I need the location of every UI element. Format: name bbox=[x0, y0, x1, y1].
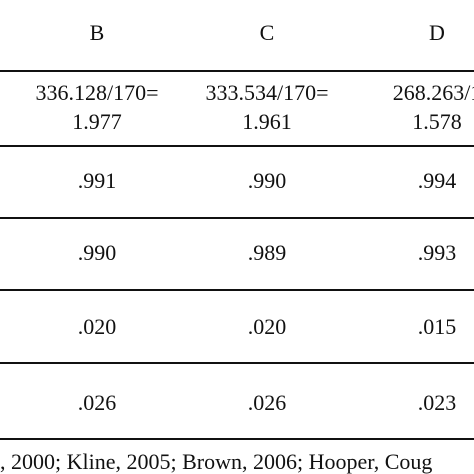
table-cell: .020 bbox=[77, 314, 117, 339]
table-cell: .993 bbox=[417, 240, 457, 265]
row-rule bbox=[0, 362, 474, 364]
table-cell-line: 1.578 bbox=[412, 109, 462, 134]
column-header: D bbox=[429, 20, 445, 45]
row-rule bbox=[0, 145, 474, 147]
table-cell: .023 bbox=[417, 390, 457, 415]
row-rule bbox=[0, 438, 474, 440]
table-cell-line: 1.977 bbox=[72, 109, 122, 134]
row-rule bbox=[0, 217, 474, 219]
table-cell: .990 bbox=[77, 240, 117, 265]
row-rule bbox=[0, 70, 474, 72]
footnote: , 2000; Kline, 2005; Brown, 2006; Hooper… bbox=[0, 449, 433, 474]
table-cell: .994 bbox=[417, 168, 457, 193]
row-rule bbox=[0, 289, 474, 291]
column-header: B bbox=[89, 20, 105, 45]
table-cell: .026 bbox=[77, 390, 117, 415]
table-cell: .991 bbox=[77, 168, 117, 193]
column-header: C bbox=[259, 20, 275, 45]
table-cell-line: 268.263/1 bbox=[392, 80, 474, 105]
table-cell: .026 bbox=[247, 390, 287, 415]
table-cell: .020 bbox=[247, 314, 287, 339]
table-cell-line: 1.961 bbox=[242, 109, 292, 134]
table-cell-line: 333.534/170= bbox=[205, 80, 329, 105]
table-cell: .015 bbox=[417, 314, 457, 339]
table-cell: .990 bbox=[247, 168, 287, 193]
table-cell-line: 336.128/170= bbox=[35, 80, 159, 105]
table-cell: .989 bbox=[247, 240, 287, 265]
